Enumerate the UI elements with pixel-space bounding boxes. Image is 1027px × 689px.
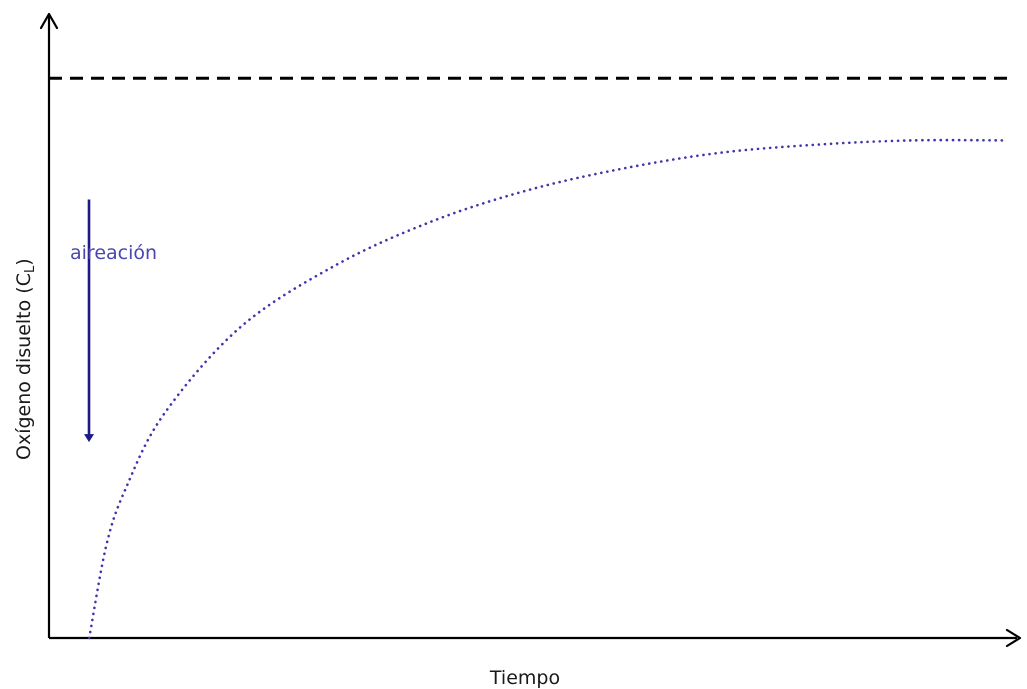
- series-points: [88, 139, 1008, 639]
- aeration-annotation-label: aireación: [70, 242, 157, 264]
- y-axis-label-subscript: L: [23, 265, 38, 273]
- dissolved-oxygen-series-line: [87, 138, 1009, 640]
- x-axis-arrowhead: [1005, 628, 1022, 648]
- aeration-arrowhead: [84, 434, 94, 443]
- y-axis-label: Oxígeno disuelto (CL): [13, 258, 38, 460]
- y-axis-arrowhead: [39, 12, 59, 30]
- y-axis-label-closing: ): [13, 258, 35, 265]
- x-axis-label: Tiempo: [489, 667, 560, 689]
- y-axis-label-main: Oxígeno disuelto (C: [13, 273, 35, 460]
